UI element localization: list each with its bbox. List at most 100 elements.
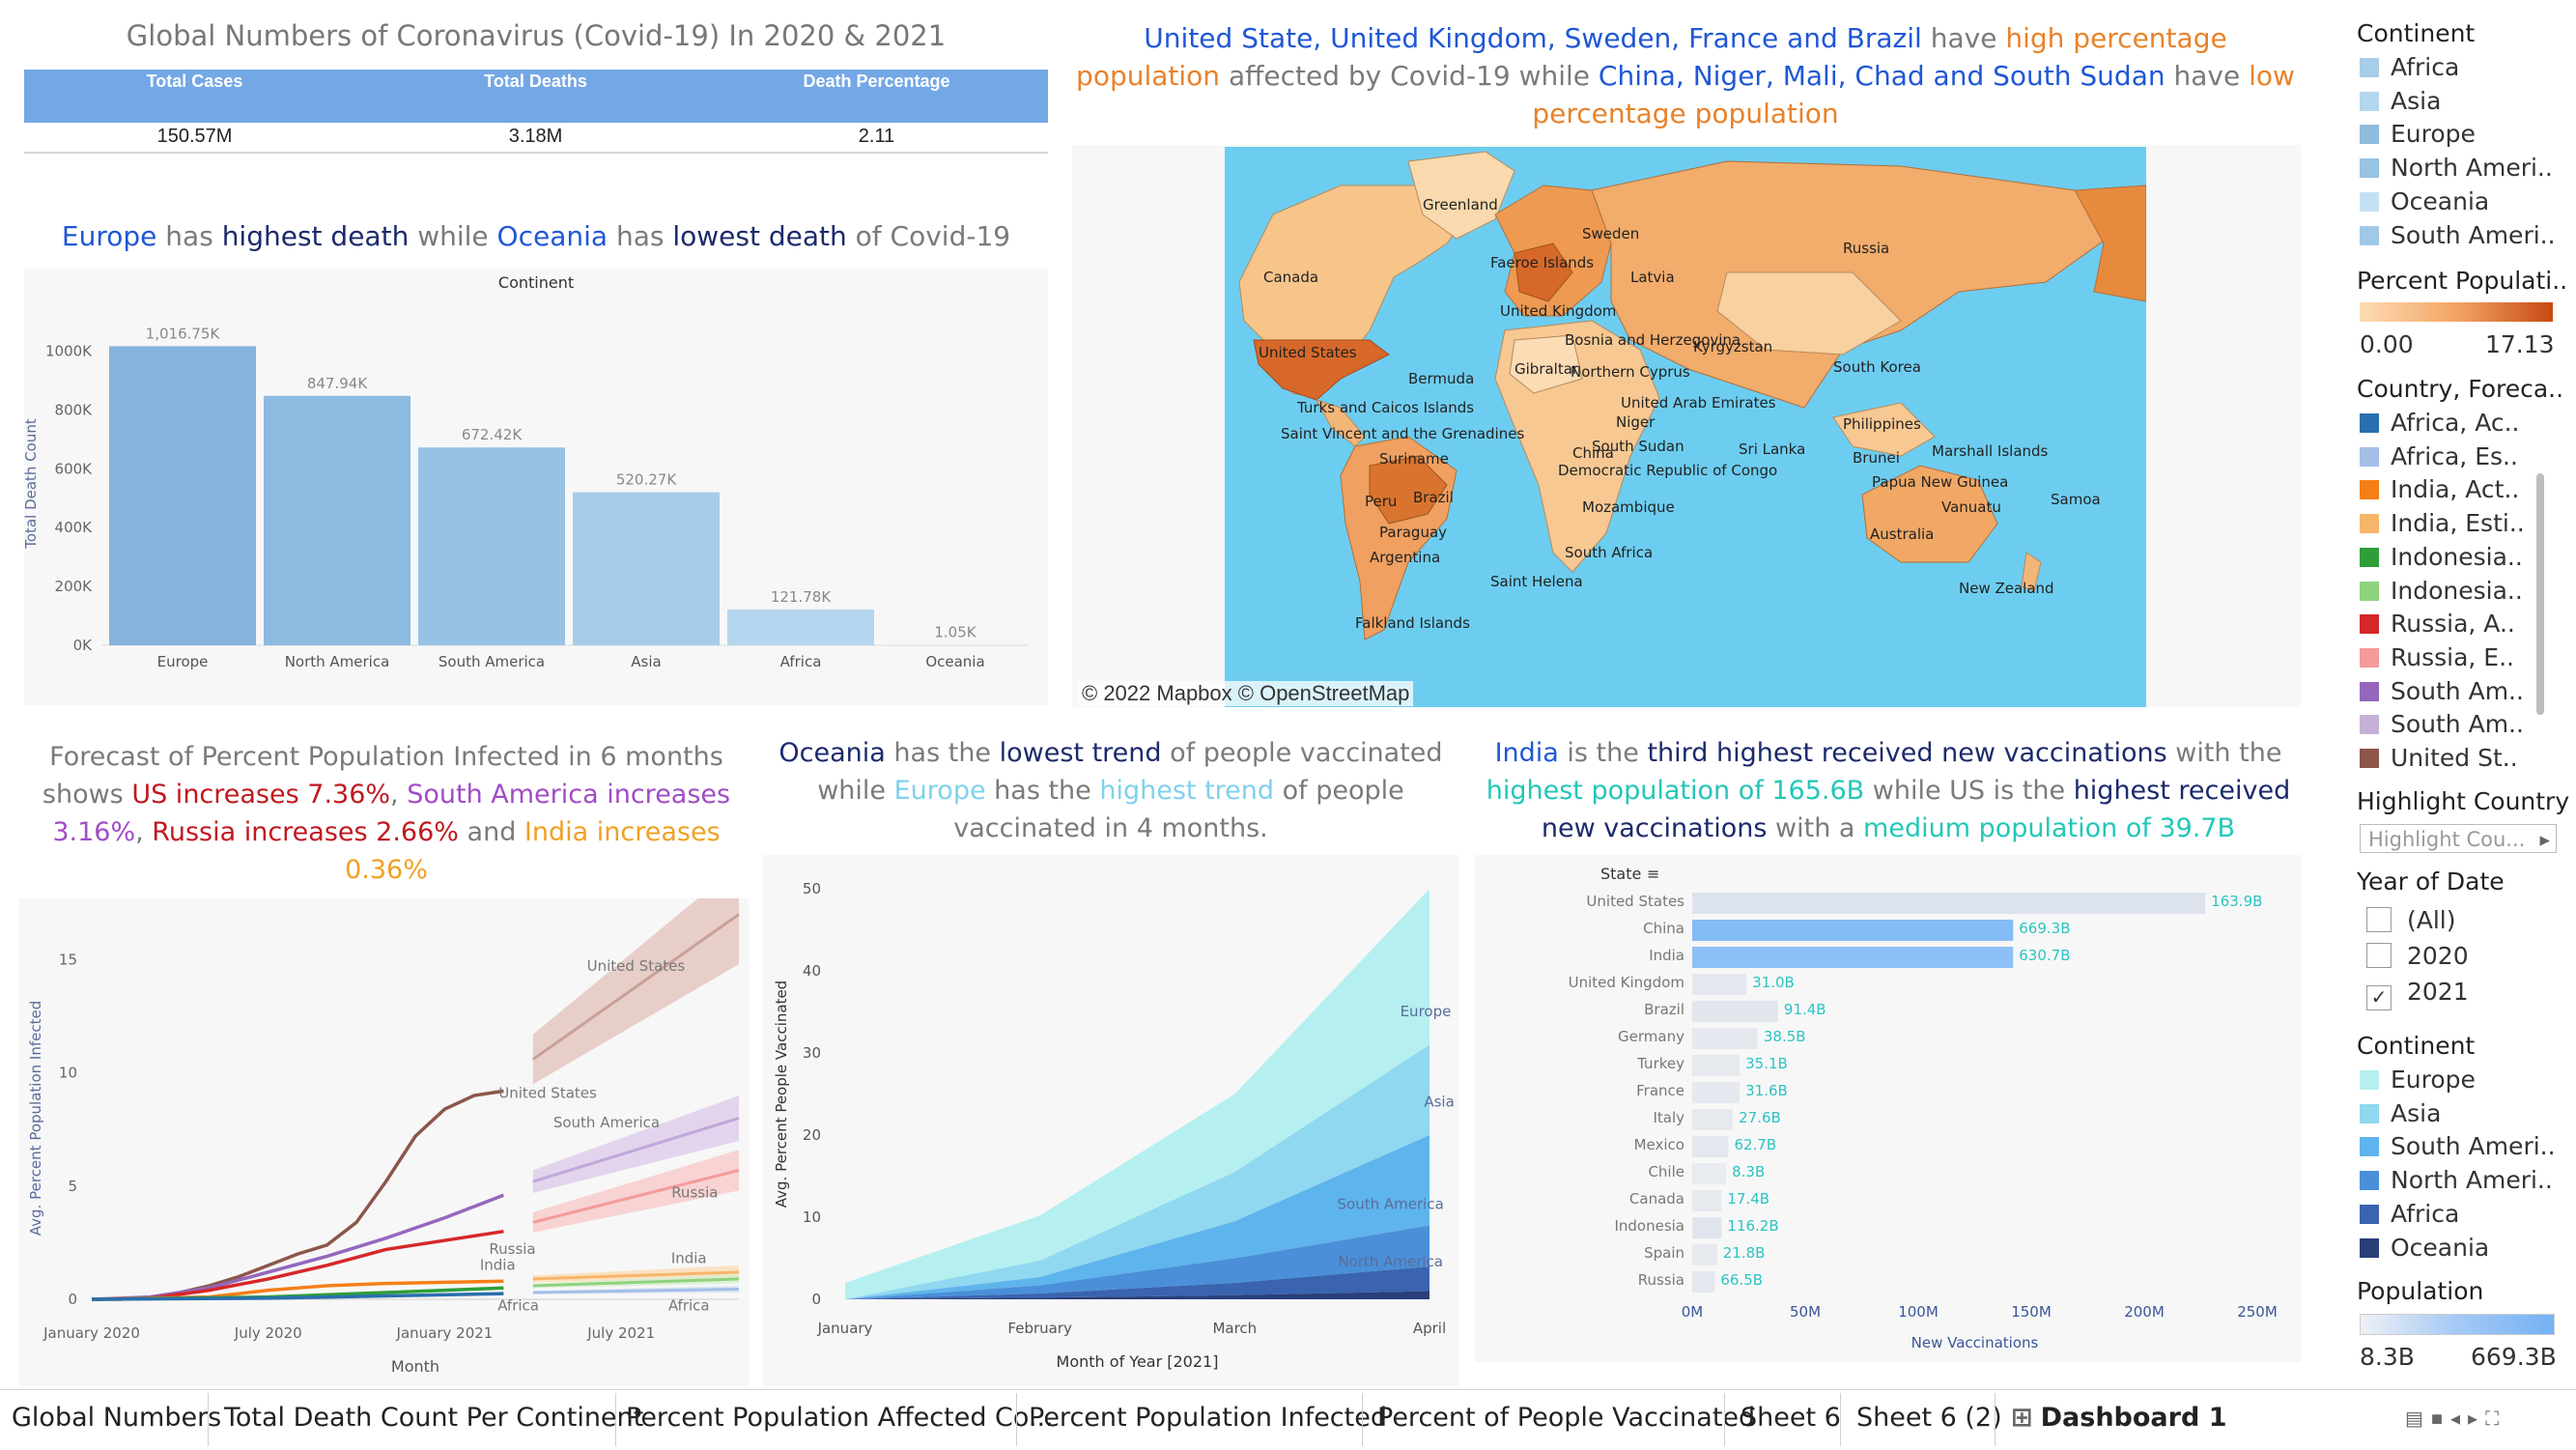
population-max: 669.3B <box>2471 1343 2557 1371</box>
bar-brazil[interactable] <box>1692 1001 1778 1022</box>
bar-north-america[interactable] <box>264 396 410 645</box>
bar-india[interactable] <box>1692 947 2013 968</box>
continent-legend-item[interactable]: North Ameri.. <box>2360 154 2553 182</box>
legend-swatch <box>2360 582 2379 601</box>
tab-sheet-6-2-[interactable]: Sheet 6 (2) <box>1856 1391 2002 1449</box>
country-forecast-legend-item[interactable]: Russia, E.. <box>2360 643 2514 671</box>
x-tick-label: March <box>1212 1320 1257 1337</box>
bar-france[interactable] <box>1692 1082 1740 1103</box>
tab-sheet-6[interactable]: Sheet 6 <box>1741 1391 1841 1449</box>
category-label: Indonesia <box>1614 1217 1684 1235</box>
bar-united-states[interactable] <box>1692 893 2205 914</box>
country-forecast-legend-item[interactable]: Africa, Ac.. <box>2360 409 2520 437</box>
bar-germany[interactable] <box>1692 1028 1758 1049</box>
checkbox[interactable] <box>2366 907 2392 932</box>
bar-chile[interactable] <box>1692 1163 1726 1184</box>
year-option[interactable]: ✓2021 <box>2366 978 2469 1010</box>
tab-percent-population-infected[interactable]: Percent Population Infected <box>1029 1391 1387 1449</box>
continent-legend-item[interactable]: Asia <box>2360 87 2441 115</box>
bar-value-label: 1,016.75K <box>146 325 221 342</box>
continent-legend-2-item[interactable]: North Ameri.. <box>2360 1166 2553 1194</box>
population-legend-title: Population <box>2357 1277 2483 1305</box>
map-label: Faeroe Islands <box>1490 254 1594 271</box>
checkbox[interactable] <box>2366 943 2392 968</box>
x-tick-label: February <box>1007 1320 1072 1337</box>
bar-china[interactable] <box>1692 920 2013 941</box>
bar-turkey[interactable] <box>1692 1055 1740 1076</box>
bar-africa[interactable] <box>727 610 874 645</box>
percent-population-gradient <box>2360 302 2553 322</box>
country-forecast-legend-item[interactable]: United St.. <box>2360 744 2518 772</box>
country-forecast-legend-item[interactable]: South Am.. <box>2360 677 2524 705</box>
legend-label: Africa <box>2391 53 2459 81</box>
continent-legend-item[interactable]: South Ameri.. <box>2360 221 2556 249</box>
country-forecast-legend-item[interactable]: Indonesia.. <box>2360 577 2523 605</box>
continent-legend-2-item[interactable]: South Ameri.. <box>2360 1132 2556 1160</box>
legend-swatch <box>2360 413 2379 433</box>
continent-legend-2-item[interactable]: Europe <box>2360 1066 2476 1094</box>
filmstrip-icon[interactable]: ■ <box>2431 1408 2450 1430</box>
dashboard-icon: ⊞ <box>2011 1403 2033 1433</box>
bar-indonesia[interactable] <box>1692 1217 1721 1238</box>
population-label: 8.3B <box>1732 1163 1765 1180</box>
series-annotation: Russia <box>489 1240 535 1258</box>
bar-south-america[interactable] <box>418 447 565 645</box>
highlight-country-input[interactable]: Highlight Cou... ▸ <box>2360 824 2557 853</box>
global-numbers-title: Global Numbers of Coronavirus (Covid-19)… <box>24 17 1048 55</box>
continent-legend-item[interactable]: Europe <box>2360 120 2476 148</box>
tab-percent-population-affected-co-[interactable]: Percent Population Affected Co... <box>626 1391 1054 1449</box>
death-chart-title: Europe has highest death while Oceania h… <box>24 217 1048 255</box>
country-forecast-legend-item[interactable]: Indonesia.. <box>2360 543 2523 571</box>
tab-separator <box>1362 1393 1363 1446</box>
tab-total-death-count-per-continent[interactable]: Total Death Count Per Continent <box>224 1391 643 1449</box>
year-option[interactable]: (All) <box>2366 906 2456 934</box>
bar-canada[interactable] <box>1692 1190 1721 1211</box>
tab-label: Sheet 6 <box>1741 1403 1841 1433</box>
continent-legend-2-item[interactable]: Africa <box>2360 1200 2459 1228</box>
category-label: Mexico <box>1634 1136 1684 1153</box>
map-label: Niger <box>1616 413 1656 431</box>
tab-dashboard-1[interactable]: ⊞Dashboard 1 <box>2011 1391 2226 1449</box>
bar-asia[interactable] <box>573 493 720 645</box>
legend-label: Oceania <box>2391 187 2489 215</box>
bar-mexico[interactable] <box>1692 1136 1728 1157</box>
country-forecast-legend-item[interactable]: Russia, A.. <box>2360 610 2515 638</box>
tab-percent-of-people-vaccinated[interactable]: Percent of People Vaccinated <box>1377 1391 1755 1449</box>
actual-line[interactable] <box>92 1091 503 1299</box>
next-tab-icon[interactable]: ▸ <box>2468 1408 2485 1430</box>
bar-spain[interactable] <box>1692 1244 1717 1265</box>
bar-value-label: 520.27K <box>616 471 677 489</box>
country-forecast-legend-item[interactable]: India, Esti.. <box>2360 509 2525 537</box>
sort-icon[interactable]: ≡ <box>1647 865 1659 883</box>
category-label: Canada <box>1629 1190 1684 1208</box>
country-forecast-legend-item[interactable]: South Am.. <box>2360 710 2524 738</box>
legend-label: Asia <box>2391 1099 2441 1127</box>
x-tick-label: Oceania <box>925 653 984 670</box>
fullscreen-icon[interactable]: ⛶ <box>2485 1408 2506 1430</box>
country-legend-scrollbar[interactable] <box>2536 473 2544 715</box>
checkbox[interactable]: ✓ <box>2366 985 2392 1010</box>
continent-legend-2-item[interactable]: Oceania <box>2360 1234 2489 1262</box>
continent-legend-item[interactable]: Oceania <box>2360 187 2489 215</box>
tab-global-numbers[interactable]: Global Numbers <box>12 1391 221 1449</box>
bar-europe[interactable] <box>109 346 256 645</box>
new-vaccinations-title: India is the third highest received new … <box>1473 734 2304 847</box>
country-forecast-legend-item[interactable]: Africa, Es.. <box>2360 442 2518 470</box>
legend-label: Russia, E.. <box>2391 643 2514 671</box>
continent-legend-item[interactable]: Africa <box>2360 53 2459 81</box>
map-label: Brazil <box>1413 489 1454 506</box>
y-axis-label: Avg. Percent People Vaccinated <box>773 981 790 1208</box>
area-label: Asia <box>1424 1093 1454 1110</box>
year-option[interactable]: 2020 <box>2366 942 2469 970</box>
continent-legend-2-item[interactable]: Asia <box>2360 1099 2441 1127</box>
prev-tab-icon[interactable]: ◂ <box>2450 1408 2468 1430</box>
bar-russia[interactable] <box>1692 1271 1714 1293</box>
legend-swatch <box>2360 749 2379 768</box>
bar-united-kingdom[interactable] <box>1692 974 1746 995</box>
bar-italy[interactable] <box>1692 1109 1733 1130</box>
country-forecast-legend-item[interactable]: India, Act.. <box>2360 475 2519 503</box>
grid-view-icon[interactable]: ▤ <box>2405 1408 2431 1430</box>
forecast-line[interactable] <box>533 915 739 1060</box>
tab-label: Percent of People Vaccinated <box>1377 1403 1755 1433</box>
